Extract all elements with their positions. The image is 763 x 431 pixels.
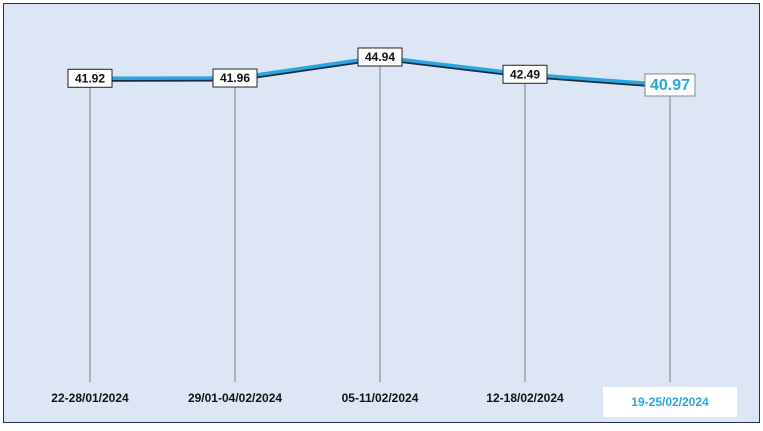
- value-label: 40.97: [644, 73, 696, 97]
- x-tick-label: 12-18/02/2024: [486, 391, 564, 405]
- value-label-text: 41.92: [75, 71, 105, 85]
- value-label-box: [212, 68, 258, 88]
- value-label-box: [357, 47, 403, 67]
- value-label: 44.94: [357, 47, 403, 67]
- chart-frame: [3, 3, 760, 423]
- value-label-text: 41.96: [220, 71, 250, 85]
- value-label: 42.49: [502, 64, 548, 84]
- value-label-text: 40.97: [650, 77, 690, 94]
- value-label-text: 44.94: [365, 50, 395, 64]
- x-tick-label: 05-11/02/2024: [342, 391, 419, 405]
- value-label-box: [644, 73, 696, 97]
- value-label: 41.96: [212, 68, 258, 88]
- x-tick-label: 22-28/01/2024: [51, 391, 129, 405]
- value-label-box: [502, 64, 548, 84]
- x-tick-label: 19-25/02/2024: [631, 395, 709, 409]
- value-label-box: [67, 68, 113, 88]
- category-highlight: [603, 387, 737, 417]
- value-label-text: 42.49: [510, 67, 540, 81]
- x-tick-label: 29/01-04/02/2024: [188, 391, 282, 405]
- value-label: 41.92: [67, 68, 113, 88]
